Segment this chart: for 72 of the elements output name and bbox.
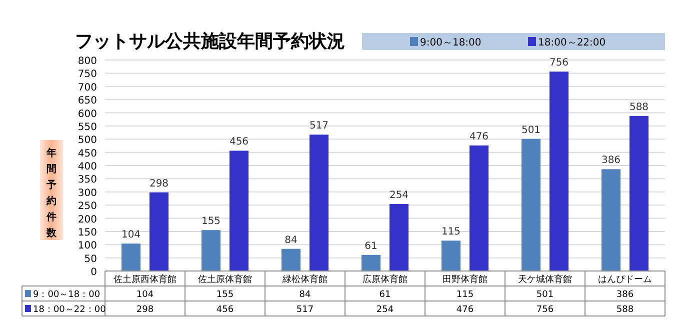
bar — [550, 72, 568, 271]
y-tick-label: 600 — [78, 108, 97, 120]
text: 588 — [616, 305, 634, 315]
data-label: 588 — [629, 102, 649, 113]
text: 84 — [299, 290, 311, 300]
y-tick-label: 300 — [78, 188, 97, 199]
bar — [522, 138, 540, 271]
x-tick-label: 佐土原体育館 — [198, 274, 252, 285]
text: 756 — [536, 305, 554, 315]
text: 115 — [456, 290, 474, 300]
text: 61 — [379, 290, 391, 300]
text: 456 — [216, 305, 234, 315]
bar — [470, 145, 488, 271]
bar — [602, 169, 620, 271]
bar — [630, 116, 648, 271]
y-axis-title: 年間予約件数 — [46, 147, 58, 239]
bar — [202, 230, 220, 271]
x-tick-label: 緑松体育館 — [282, 274, 328, 285]
bar — [362, 254, 380, 271]
data-label: 476 — [469, 131, 489, 142]
x-tick-label: 田野体育館 — [442, 274, 488, 285]
text: 254 — [376, 305, 394, 315]
data-label: 456 — [229, 136, 249, 148]
data-label: 298 — [149, 178, 169, 190]
text: 386 — [616, 290, 634, 300]
text: 517 — [296, 305, 314, 315]
y-tick-label: 450 — [78, 148, 97, 160]
data-label: 254 — [389, 190, 409, 202]
data-label: 61 — [364, 240, 378, 252]
y-tick-label: 500 — [78, 135, 97, 146]
y-tick-label: 550 — [78, 122, 97, 133]
text: 298 — [136, 305, 154, 315]
y-tick-label: 350 — [78, 174, 97, 186]
y-tick-label: 200 — [78, 214, 97, 226]
legend-label: 18:00～22:00 — [538, 38, 606, 48]
data-label: 155 — [201, 216, 221, 228]
data-label: 115 — [441, 226, 461, 238]
y-tick-label: 400 — [78, 162, 97, 172]
y-tick-label: 150 — [78, 227, 97, 238]
y-tick-label: 700 — [78, 82, 97, 94]
y-tick-label: 800 — [78, 56, 97, 67]
data-label: 756 — [549, 58, 569, 69]
y-tick-label: 650 — [78, 96, 97, 107]
bar — [310, 134, 328, 271]
x-tick-label: 佐土原西体育館 — [114, 274, 176, 285]
y-tick-label: 250 — [78, 201, 97, 212]
bar — [282, 248, 300, 271]
text: 476 — [456, 305, 474, 315]
text: 155 — [216, 290, 234, 300]
x-tick-label: 天ケ城体育館 — [518, 274, 572, 285]
data-label: 84 — [284, 234, 298, 246]
text: 104 — [136, 290, 154, 300]
y-tick-label: 100 — [78, 240, 97, 252]
text: 501 — [536, 290, 554, 300]
y-tick-label: 50 — [84, 254, 97, 265]
data-label: 104 — [121, 230, 141, 241]
legend-label: 9:00～18:00 — [420, 38, 482, 48]
x-tick-label: はんぴドーム — [598, 275, 652, 285]
text: 9：00～18：00 — [33, 290, 100, 300]
bar — [150, 192, 168, 271]
bar — [230, 150, 248, 271]
bar — [442, 240, 460, 271]
bar — [390, 204, 408, 271]
data-label: 517 — [309, 120, 329, 132]
x-tick-label: 広原体育館 — [362, 274, 408, 285]
chart-title: フットサル公共施設年間予約状況 — [75, 31, 345, 52]
bar — [122, 244, 140, 271]
y-tick-label: 750 — [78, 69, 97, 80]
y-tick-label: 0 — [90, 267, 97, 278]
data-label: 501 — [521, 124, 541, 136]
text: 18：00～22：00 — [33, 305, 106, 315]
data-label: 386 — [601, 155, 621, 166]
